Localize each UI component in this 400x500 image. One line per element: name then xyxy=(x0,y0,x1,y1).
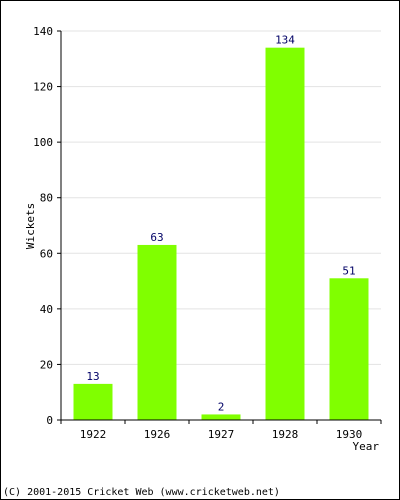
x-axis-title: Year xyxy=(353,440,380,453)
data-label: 51 xyxy=(342,264,355,277)
grid-layer xyxy=(61,30,381,365)
bar-layer: 13 63 2 134 51 xyxy=(73,34,369,421)
data-label: 2 xyxy=(218,400,225,413)
bar xyxy=(201,414,241,420)
y-tick-label: 100 xyxy=(33,136,53,149)
y-tick-label: 60 xyxy=(40,247,53,260)
data-label: 13 xyxy=(86,370,99,383)
y-tick-label: 80 xyxy=(40,192,53,205)
x-tick-label: 1922 xyxy=(80,428,107,441)
axis-layer: 0 20 40 60 80 100 120 140 1922 1926 1927 1928 1930 xyxy=(33,25,382,441)
copyright-footer: (C) 2001-2015 Cricket Web (www.cricketwe… xyxy=(3,487,280,498)
y-tick-label: 140 xyxy=(33,25,53,38)
y-tick-label: 20 xyxy=(40,358,53,371)
bar xyxy=(329,278,369,420)
y-axis-title: Wickets xyxy=(24,203,37,249)
x-tick-label: 1928 xyxy=(272,428,299,441)
data-label: 63 xyxy=(150,231,163,244)
x-tick-label: 1927 xyxy=(208,428,235,441)
y-tick-label: 0 xyxy=(46,414,53,427)
x-tick-label: 1930 xyxy=(336,428,363,441)
data-label: 134 xyxy=(275,34,295,47)
bar xyxy=(73,383,113,420)
bar xyxy=(265,47,305,421)
bar xyxy=(137,244,177,420)
y-tick-label: 40 xyxy=(40,303,53,316)
x-tick-label: 1926 xyxy=(144,428,171,441)
y-tick-label: 120 xyxy=(33,81,53,94)
